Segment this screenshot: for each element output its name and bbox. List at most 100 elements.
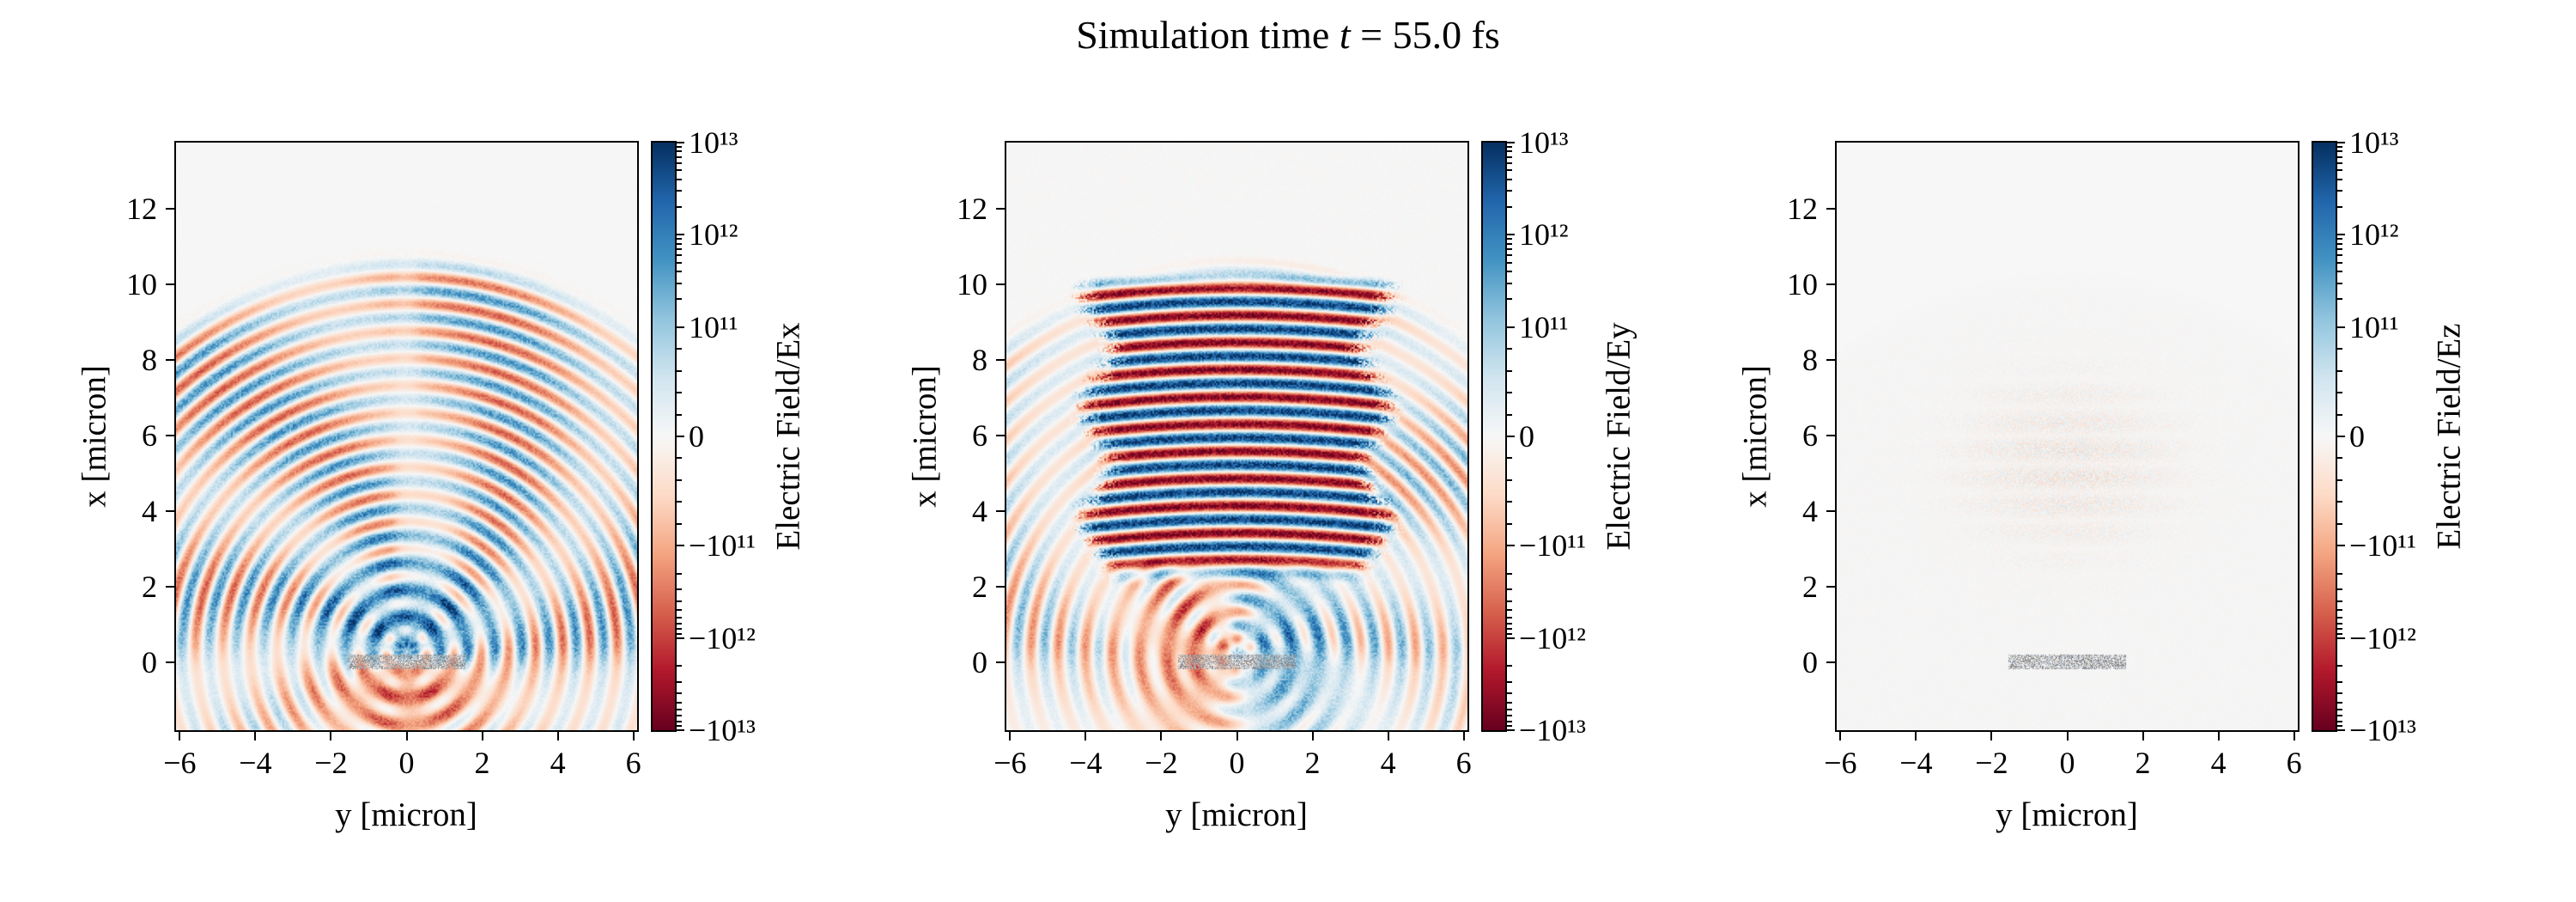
x-tick-label: 0 <box>2059 746 2075 780</box>
colorbar-minor-tick <box>1507 238 1512 241</box>
y-tick <box>166 358 174 361</box>
colorbar-minor-tick <box>2337 501 2342 503</box>
colorbar-minor-tick <box>2337 622 2342 625</box>
colorbar-minor-tick <box>2337 457 2342 460</box>
colorbar-minor-tick <box>2337 701 2342 704</box>
colorbar-minor-tick <box>1507 150 1512 153</box>
colorbar-minor-tick <box>1507 282 1512 284</box>
colorbar-tick <box>1507 436 1515 437</box>
colorbar-tick <box>1507 545 1515 547</box>
x-tick <box>179 732 181 740</box>
colorbar-minor-tick <box>1507 206 1512 209</box>
y-tick-label: 4 <box>142 493 157 528</box>
y-tick-label: 0 <box>972 644 987 680</box>
y-tick <box>996 358 1005 361</box>
x-tick-label: −6 <box>1824 746 1857 780</box>
colorbar-minor-tick <box>677 206 682 209</box>
colorbar-minor-tick <box>2337 572 2342 575</box>
colorbar-minor-tick <box>1507 248 1512 251</box>
colorbar-minor-tick <box>2337 254 2342 257</box>
colorbar-tick <box>677 142 684 143</box>
colorbar-tick-label: −10¹² <box>2349 620 2416 655</box>
colorbar-minor-tick <box>677 664 682 667</box>
colorbar-tick-label: −10¹³ <box>2349 713 2416 747</box>
y-tick-label: 2 <box>1802 569 1818 604</box>
y-tick-label: 0 <box>1802 644 1818 680</box>
colorbar-minor-tick <box>2337 162 2342 164</box>
colorbar-tick <box>677 545 684 547</box>
x-tick <box>2217 732 2220 740</box>
colorbar-minor-tick <box>677 609 682 612</box>
x-tick-label: 0 <box>398 746 415 780</box>
title-time-variable: t <box>1339 13 1351 57</box>
colorbar-minor-tick <box>1507 715 1512 717</box>
colorbar-tick <box>2337 637 2345 639</box>
x-tick <box>1915 732 1917 740</box>
colorbar-minor-tick <box>2337 725 2342 728</box>
y-tick-label: 6 <box>142 417 157 453</box>
x-tick-label: 6 <box>1455 746 1472 780</box>
colorbar-minor-tick <box>1507 271 1512 273</box>
colorbar-minor-tick <box>677 692 682 695</box>
colorbar-ey <box>1481 141 1507 732</box>
colorbar-minor-tick <box>677 501 682 503</box>
colorbar-minor-tick <box>2337 709 2342 711</box>
y-tick-label: 10 <box>957 266 987 302</box>
colorbar-tick-label: 10¹² <box>2349 217 2399 253</box>
y-tick-label: 6 <box>972 417 987 453</box>
colorbar-minor-tick <box>677 348 682 350</box>
colorbar-tick <box>2337 142 2345 143</box>
x-tick <box>405 732 408 740</box>
colorbar-tick <box>2337 729 2345 731</box>
y-tick-label: 12 <box>1787 191 1818 226</box>
colorbar-minor-tick <box>677 162 682 164</box>
colorbar-minor-tick <box>1507 478 1512 481</box>
colorbar-minor-tick <box>1507 190 1512 192</box>
y-tick <box>1826 509 1835 512</box>
colorbar-minor-tick <box>677 248 682 251</box>
x-tick-label: −2 <box>1975 746 2008 780</box>
x-tick-label: 4 <box>1380 746 1396 780</box>
colorbar-tick-label: −10¹³ <box>1519 713 1586 747</box>
colorbar-minor-tick <box>677 588 682 591</box>
colorbar-tick-label: 10¹³ <box>1519 125 1569 160</box>
colorbar-tick <box>2337 234 2345 236</box>
colorbar-minor-tick <box>677 478 682 481</box>
colorbar-minor-tick <box>2337 664 2342 667</box>
colorbar-tick <box>1507 326 1515 328</box>
colorbar-minor-tick <box>677 600 682 602</box>
colorbar-minor-tick <box>2337 242 2342 245</box>
heatmap-canvas-ex <box>176 143 637 730</box>
x-tick-label: −4 <box>1899 746 1933 780</box>
colorbar-minor-tick <box>2337 720 2342 722</box>
colorbar-minor-tick <box>2337 261 2342 264</box>
y-tick <box>1826 358 1835 361</box>
colorbar-minor-tick <box>2337 298 2342 301</box>
colorbar-minor-tick <box>677 701 682 704</box>
colorbar-minor-tick <box>1507 609 1512 612</box>
x-tick <box>2142 732 2144 740</box>
colorbar-minor-tick <box>1507 680 1512 683</box>
colorbar-tick <box>1507 234 1515 236</box>
y-tick <box>1826 283 1835 285</box>
colorbar-minor-tick <box>2337 478 2342 481</box>
colorbar-minor-tick <box>677 720 682 722</box>
colorbar-minor-tick <box>1507 169 1512 172</box>
y-tick <box>166 283 174 285</box>
colorbar-minor-tick <box>677 190 682 192</box>
colorbar-tick-label: −10¹¹ <box>1519 528 1586 564</box>
colorbar-minor-tick <box>1507 501 1512 503</box>
title-prefix: Simulation time <box>1076 13 1340 57</box>
x-axis-label-ex: y [micron] <box>335 796 477 833</box>
colorbar-minor-tick <box>2337 169 2342 172</box>
x-tick <box>2293 732 2295 740</box>
colorbar-minor-tick <box>1507 664 1512 667</box>
colorbar-minor-tick <box>677 680 682 683</box>
colorbar-tick <box>2337 326 2345 328</box>
colorbar-minor-tick <box>1507 616 1512 619</box>
y-tick <box>166 509 174 512</box>
x-tick-label: −4 <box>1069 746 1103 780</box>
colorbar-minor-tick <box>677 715 682 717</box>
colorbar-minor-tick <box>1507 178 1512 180</box>
colorbar-minor-tick <box>2337 348 2342 350</box>
